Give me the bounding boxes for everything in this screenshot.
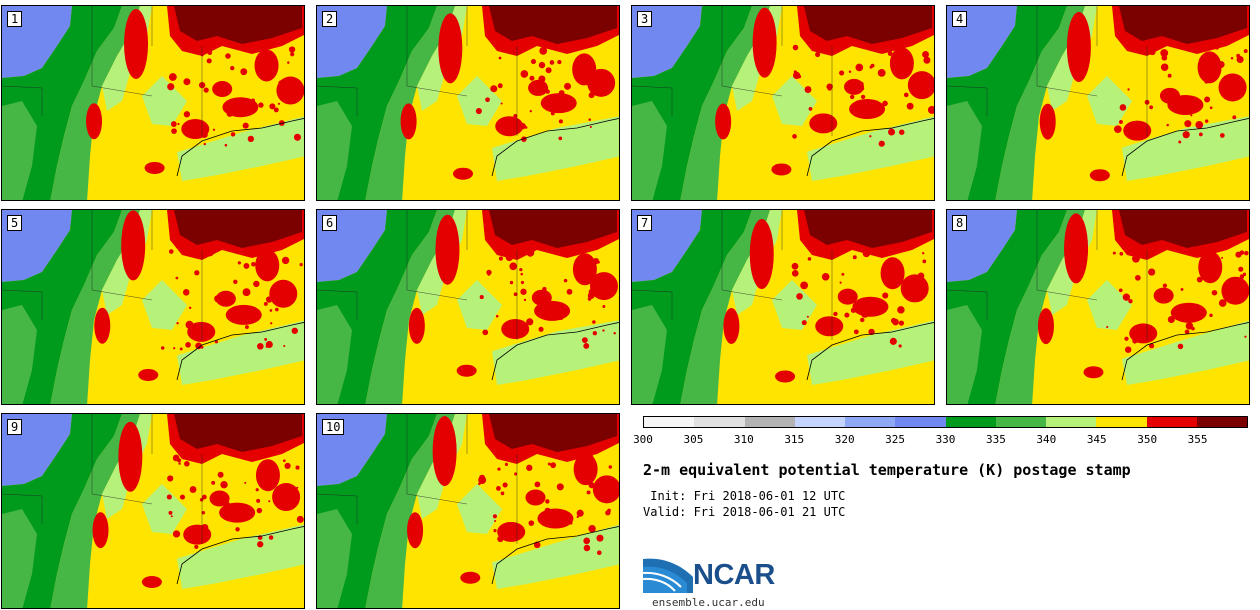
colorbar-segment [1196,417,1247,427]
stamp-member-2: 2 [316,5,620,201]
stamp-member-8: 8 [946,209,1250,405]
stamp-member-label: 2 [322,11,338,27]
stamp-member-4: 4 [946,5,1250,201]
stamp-member-1: 1 [1,5,305,201]
colorbar-segment [1096,417,1147,427]
stamp-member-label: 5 [7,215,23,231]
figure-title: 2-m equivalent potential temperature (K)… [643,461,1131,479]
stamp-member-label: 10 [322,419,345,435]
colorbar-segment [995,417,1046,427]
stamp-member-label: 1 [7,11,23,27]
stamp-member-7: 7 [631,209,935,405]
colorbar-segment [694,417,745,427]
ncar-logo-icon [643,558,693,593]
colorbar-segment [945,417,996,427]
ncar-logo-text: NCAR [693,559,775,591]
colorbar-tick-label: 320 [834,433,855,446]
colorbar-segment [644,417,695,427]
colorbar-segment [1146,417,1197,427]
colorbar-segment [895,417,946,427]
stamp-member-6: 6 [316,209,620,405]
colorbar-tick-label: 340 [1036,433,1057,446]
colorbar-tick-label: 345 [1086,433,1107,446]
stamp-member-10: 10 [316,413,620,609]
valid-time: Valid: Fri 2018-06-01 21 UTC [643,505,846,519]
colorbar-tick-label: 310 [733,433,754,446]
stamp-member-5: 5 [1,209,305,405]
colorbar-tick-label: 300 [633,433,653,446]
colorbar-segment [744,417,795,427]
stamp-member-label: 3 [637,11,653,27]
colorbar-tick-labels: 300 305 310 315 320 325 330 335 340 345 350 355 [633,433,1248,447]
stamp-member-label: 7 [637,215,653,231]
colorbar-tick-label: 350 [1137,433,1158,446]
stamp-member-9: 9 [1,413,305,609]
stamp-member-label: 4 [952,11,968,27]
stamp-member-3: 3 [631,5,935,201]
stamp-member-label: 9 [7,419,23,435]
stamp-member-label: 8 [952,215,968,231]
colorbar-segment [1046,417,1097,427]
init-time: Init: Fri 2018-06-01 12 UTC [643,489,846,503]
colorbar-tick-label: 355 [1187,433,1208,446]
site-url: ensemble.ucar.edu [652,596,765,609]
colorbar-tick-label: 330 [935,433,956,446]
stamp-member-label: 6 [322,215,338,231]
colorbar-segment [845,417,896,427]
colorbar-tick-label: 305 [683,433,704,446]
colorbar [643,416,1248,428]
colorbar-tick-label: 325 [885,433,906,446]
colorbar-tick-label: 315 [784,433,805,446]
colorbar-tick-label: 335 [985,433,1006,446]
colorbar-segment [794,417,845,427]
